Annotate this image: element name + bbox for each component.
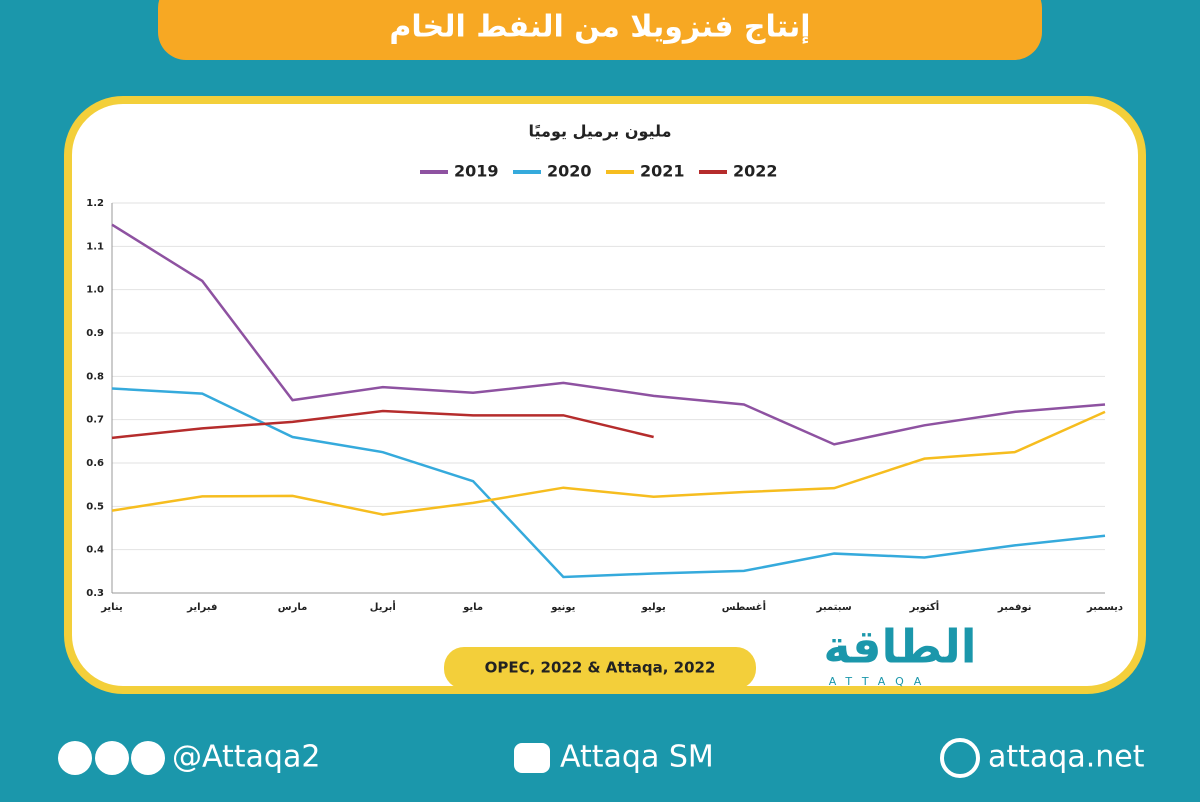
chart-title: إنتاج فنزويلا من النفط الخام	[389, 10, 810, 45]
y-tick-label: 0.5	[86, 501, 104, 512]
legend-label: 2021	[640, 162, 685, 181]
series-line	[111, 387, 1106, 579]
x-tick-label: يوليو	[641, 602, 666, 613]
x-tick-label: أبريل	[370, 600, 396, 613]
series-line	[111, 409, 654, 440]
footer-icons	[58, 738, 980, 778]
x-tick-label: أكتوبر	[909, 600, 940, 613]
y-tick-label: 1.1	[86, 241, 104, 252]
y-tick-label: 0.9	[86, 328, 104, 339]
footer-youtube: Attaqa SM	[560, 740, 714, 775]
x-tick-label: يونيو	[550, 602, 575, 613]
x-tick-label: نوفمبر	[997, 602, 1032, 613]
y-tick-label: 0.6	[86, 458, 104, 469]
legend-label: 2022	[733, 162, 778, 181]
x-tick-label: يناير	[100, 602, 123, 613]
y-tick-label: 0.3	[86, 588, 104, 599]
y-tick-label: 1.2	[86, 198, 104, 209]
source: OPEC, 2022 & Attaqa, 2022	[485, 659, 716, 677]
y-tick-label: 0.8	[86, 371, 104, 382]
chart-panel	[64, 96, 1146, 694]
title-banner	[158, 0, 1042, 60]
source-box	[444, 647, 756, 689]
chart-subtitle: مليون برميل يوميًا	[529, 122, 672, 141]
x-tick-label: سبتمبر	[816, 602, 852, 613]
legend-label: 2019	[454, 162, 499, 181]
footer-web: attaqa.net	[988, 740, 1145, 775]
series-line	[111, 223, 1106, 446]
logo-latin: ATTAQA	[829, 675, 932, 688]
logo-text: الطاقة	[823, 620, 976, 674]
x-tick-label: مايو	[462, 602, 483, 613]
x-tick-label: ديسمبر	[1086, 602, 1123, 613]
y-tick-label: 1.0	[86, 285, 104, 296]
x-tick-label: أغسطس	[722, 600, 766, 613]
y-tick-label: 0.7	[86, 415, 104, 426]
x-tick-label: فبراير	[186, 602, 217, 613]
footer-social: @Attaqa2	[172, 740, 320, 775]
series-line	[111, 410, 1106, 516]
y-tick-label: 0.4	[86, 545, 104, 556]
legend-label: 2020	[547, 162, 592, 181]
x-tick-label: مارس	[278, 602, 308, 613]
